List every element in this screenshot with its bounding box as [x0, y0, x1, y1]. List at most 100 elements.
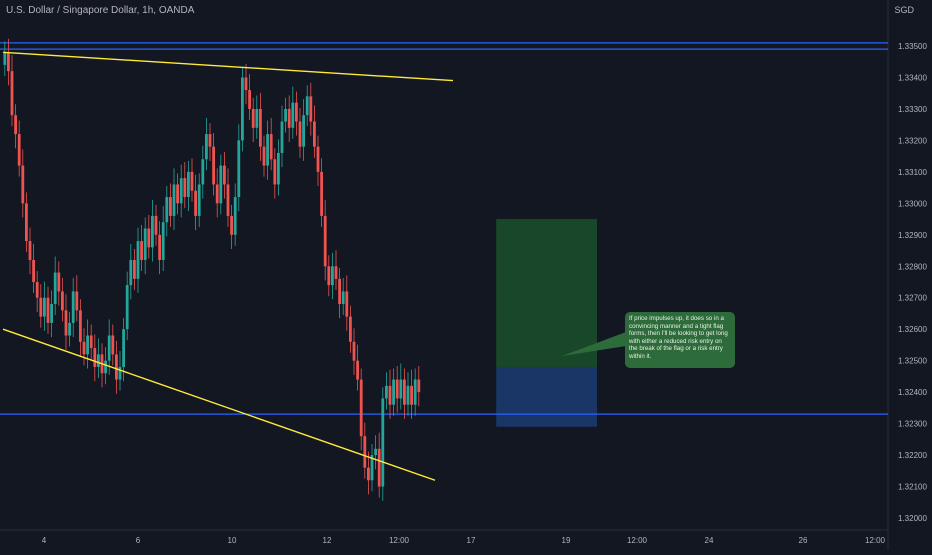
candle-body — [75, 291, 79, 311]
candle-body — [255, 108, 259, 128]
candle-body — [107, 335, 111, 361]
trade-note-callout[interactable]: If price impulses up, it does so in a co… — [625, 312, 735, 368]
candle-body — [122, 329, 125, 367]
currency-label: SGD — [894, 5, 914, 15]
trendline-upper — [2, 51, 454, 82]
candle-body — [298, 121, 302, 147]
candle-body — [53, 272, 57, 305]
price-tick-label: 1.32700 — [898, 294, 927, 303]
candle-body — [248, 90, 251, 109]
candle-body — [64, 310, 68, 336]
candle-body — [284, 108, 287, 122]
price-tick-label: 1.33400 — [898, 73, 927, 82]
candle-body — [176, 184, 179, 204]
candle-body — [151, 215, 154, 248]
candle-body — [262, 146, 266, 166]
candle-body — [154, 215, 158, 235]
candle-body — [89, 335, 93, 349]
candle-body — [233, 197, 237, 235]
candle-body — [82, 341, 86, 355]
candle-body — [32, 259, 35, 282]
price-tick-label: 1.33500 — [898, 42, 927, 51]
candle-body — [190, 171, 194, 191]
candle-body — [374, 448, 377, 456]
candle-body — [403, 379, 406, 405]
target-zone — [496, 219, 597, 367]
candle-body — [17, 134, 21, 166]
candle-body — [201, 159, 205, 185]
candle-body — [219, 165, 223, 204]
candle-body — [197, 184, 201, 216]
candle-body — [377, 448, 381, 487]
candle-body — [35, 282, 39, 298]
time-tick-label: 19 — [562, 536, 571, 545]
candle-body — [367, 467, 370, 481]
candle-body — [410, 385, 413, 405]
time-tick-label: 12:00 — [865, 536, 886, 545]
candle-body — [10, 71, 14, 116]
candle-body — [331, 266, 334, 286]
candle-body — [309, 96, 313, 122]
candle-body — [7, 52, 10, 72]
candle-body — [413, 379, 417, 405]
candle-body — [61, 291, 64, 311]
time-tick-label: 10 — [228, 536, 237, 545]
candle-body — [136, 241, 140, 279]
candle-body — [417, 379, 421, 393]
chart-title: U.S. Dollar / Singapore Dollar, 1h, OAND… — [6, 5, 195, 16]
candle-body — [320, 171, 323, 216]
candle-body — [194, 190, 197, 216]
candle-body — [115, 354, 118, 380]
price-tick-label: 1.32100 — [898, 483, 927, 492]
time-tick-label: 17 — [467, 536, 476, 545]
stop-zone — [496, 366, 597, 427]
candle-body — [147, 228, 151, 248]
candle-body — [215, 184, 219, 204]
time-tick-label: 12:00 — [389, 536, 410, 545]
candle-body — [313, 121, 316, 147]
candle-body — [169, 197, 172, 216]
candle-body — [399, 379, 403, 399]
time-tick-label: 6 — [136, 536, 141, 545]
candle-body — [356, 360, 359, 380]
candle-body — [14, 115, 17, 135]
candle-body — [395, 379, 399, 399]
candle-body — [133, 259, 136, 279]
candle-body — [68, 322, 71, 336]
candle-body — [316, 146, 320, 172]
candle-body — [406, 385, 410, 405]
candle-body — [392, 379, 395, 405]
candle-body — [381, 398, 385, 487]
candle-body — [388, 385, 392, 405]
price-tick-label: 1.32200 — [898, 451, 927, 460]
candle-body — [158, 234, 161, 260]
candle-body — [251, 108, 255, 128]
candle-body — [39, 297, 43, 317]
candle-body — [269, 134, 273, 160]
candle-body — [287, 108, 291, 128]
candle-body — [21, 165, 25, 204]
price-tick-label: 1.32000 — [898, 514, 927, 523]
candle-body — [140, 241, 143, 260]
price-tick-label: 1.33100 — [898, 168, 927, 177]
candle-body — [349, 316, 352, 342]
price-tick-label: 1.32400 — [898, 388, 927, 397]
candle-body — [323, 215, 327, 267]
price-tick-label: 1.33200 — [898, 136, 927, 145]
candle-body — [104, 360, 107, 374]
candle-body — [3, 52, 7, 65]
candle-body — [259, 108, 262, 147]
candle-body — [341, 291, 345, 305]
candle-body — [205, 134, 208, 160]
price-tick-label: 1.33000 — [898, 199, 927, 208]
candle-body — [385, 385, 388, 399]
candle-body — [345, 291, 349, 317]
price-tick-label: 1.32900 — [898, 231, 927, 240]
candle-body — [118, 366, 122, 380]
candle-body — [302, 115, 305, 147]
price-tick-label: 1.32600 — [898, 325, 927, 334]
time-tick-label: 12:00 — [627, 536, 648, 545]
price-tick-label: 1.32300 — [898, 420, 927, 429]
